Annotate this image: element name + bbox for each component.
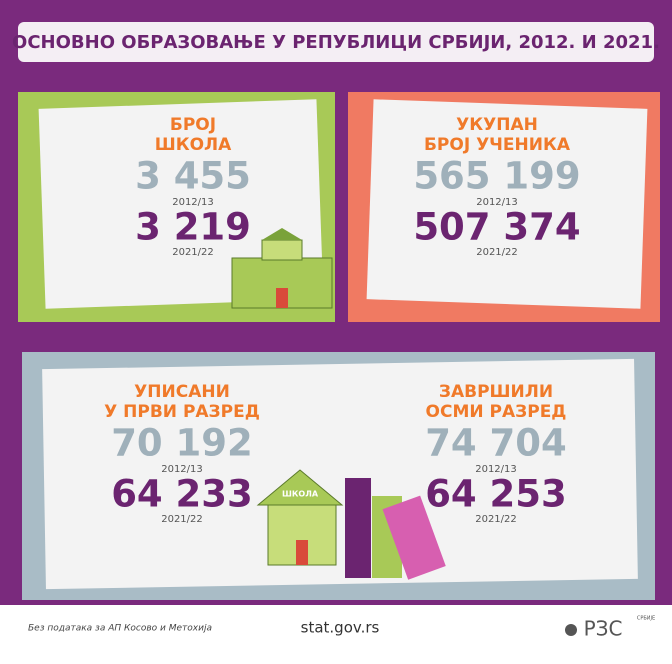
logo-sub: СРБИЈЕ: [637, 616, 655, 622]
school-illustration: [231, 228, 333, 309]
card-heading: У ПРВИ РАЗРЕД: [104, 402, 260, 422]
value-old: 74 704: [425, 422, 567, 465]
school-sign: ШКОЛА: [282, 490, 319, 499]
value-new: 507 374: [413, 206, 580, 249]
card-heading: ОСМИ РАЗРЕД: [426, 402, 567, 422]
school-illustration: ШКОЛА: [256, 469, 446, 580]
value-old: 565 199: [413, 155, 580, 198]
card-heading: УПИСАНИ: [134, 382, 230, 402]
value-new: 3 219: [135, 206, 251, 249]
footer: [0, 605, 672, 664]
footer-note: Без података за АП Косово и Метохија: [28, 624, 212, 634]
period-old: 2012/13: [161, 464, 203, 475]
period-new: 2021/22: [475, 514, 517, 525]
paper: [42, 358, 638, 590]
period-old: 2012/13: [172, 197, 214, 208]
value-old: 3 455: [135, 155, 251, 198]
paper: [366, 99, 648, 309]
value-old: 70 192: [111, 422, 253, 465]
card-heading: ЗАВРШИЛИ: [439, 382, 553, 402]
period-old: 2012/13: [475, 464, 517, 475]
logo-mark: [565, 624, 577, 636]
period-new: 2021/22: [161, 514, 203, 525]
card-heading: БРОЈ: [170, 115, 216, 135]
logo: РЗС: [584, 617, 623, 641]
title-bar: [18, 22, 654, 62]
card-heading: УКУПАН: [456, 115, 538, 135]
card-heading: ШКОЛА: [155, 135, 232, 155]
paper: [38, 99, 324, 309]
value-new: 64 253: [425, 473, 567, 516]
title: ОСНОВНО ОБРАЗОВАЊЕ У РЕПУБЛИЦИ СРБИЈИ, 2…: [12, 32, 660, 53]
period-new: 2021/22: [172, 247, 214, 258]
footer-site: stat.gov.rs: [301, 619, 380, 637]
period-new: 2021/22: [476, 247, 518, 258]
card-heading: БРОЈ УЧЕНИКА: [424, 135, 571, 155]
period-old: 2012/13: [476, 197, 518, 208]
value-new: 64 233: [111, 473, 253, 516]
